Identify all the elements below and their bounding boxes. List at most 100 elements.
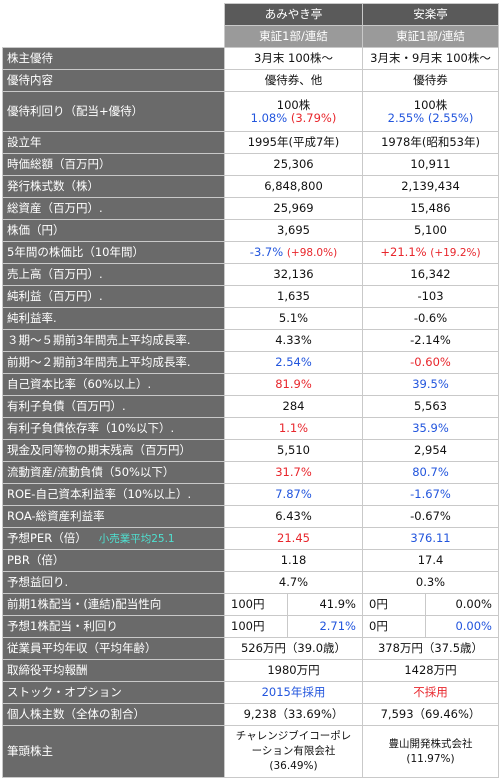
company-a-value: チャレンジブイコーポレ ーション有限会社 (36.49%) [224,725,363,778]
row-label: 売上高（百万円）. [2,263,225,286]
share-count: 100株 [276,97,311,112]
industry-average-note: 小売業平均25.1 [98,532,175,545]
table-row: 予想益回り. 4.7% 0.3% [2,571,499,594]
row-label: 発行株式数（株） [2,175,225,198]
company-a-value: 81.9% [224,373,363,396]
row-label: ROA-総資産利益率 [2,505,225,528]
table-row: 前期〜２期前3年間売上平均成長率. 2.54% -0.60% [2,351,499,374]
company-a-payout-ratio: 41.9% [287,593,363,616]
row-label: 予想PER（倍） 小売業平均25.1 [2,527,225,550]
table-row: 従業員平均年収（平均年齢） 526万円（39.0歳） 378万円（37.5歳） [2,637,499,660]
company-b-value: -0.60% [362,351,499,374]
company-b-value: 2,139,434 [362,175,499,198]
company-a-value: 5.1% [224,307,363,330]
table-row: 優待利回り（配当+優待） 100株 1.08% (3.79%) 100株 2.5… [2,91,499,132]
company-a-value: 9,238（33.69%） [224,703,363,726]
table-row: ROA-総資産利益率 6.43% -0.67% [2,505,499,528]
company-b-value: 優待券 [362,69,499,92]
row-label: 従業員平均年収（平均年齢） [2,637,225,660]
row-label: 優待内容 [2,69,225,92]
company-b-value: 35.9% [362,417,499,440]
company-b-value: 376.11 [362,527,499,550]
company-b-dividend: 0円 [362,615,426,638]
company-a-value: 100株 1.08% (3.79%) [224,91,363,132]
row-label: 有利子負債依存率（10%以下）. [2,417,225,440]
shareholder-ratio: (11.97%) [406,752,455,765]
table-row: 取締役平均報酬 1980万円 1428万円 [2,659,499,682]
company-a-value: 31.7% [224,461,363,484]
company-b-value: 10,911 [362,153,499,176]
table-row: 有利子負債依存率（10%以下）. 1.1% 35.9% [2,417,499,440]
table-row: 5年間の株価比（10年間） -3.7% (+98.0%) +21.1% (+19… [2,241,499,264]
row-label: 前期1株配当・(連結)配当性向 [2,593,225,616]
ten-year-change: (+19.2%) [430,246,481,259]
company-b-value: 15,486 [362,197,499,220]
company-a-value: 21.45 [224,527,363,550]
company-b-value: 1978年(昭和53年) [362,131,499,154]
company-b-value: 17.4 [362,549,499,572]
company-a-market: 東証1部/連結 [224,25,363,48]
table-row: 総資産（百万円）. 25,969 15,486 [2,197,499,220]
row-label: 個人株主数（全体の割合） [2,703,225,726]
company-a-value: 優待券、他 [224,69,363,92]
row-label: 予想益回り. [2,571,225,594]
table-row: 優待内容 優待券、他 優待券 [2,69,499,92]
table-row: 売上高（百万円）. 32,136 16,342 [2,263,499,286]
table-row: 有利子負債（百万円）. 284 5,563 [2,395,499,418]
table-row: 予想PER（倍） 小売業平均25.1 21.45 376.11 [2,527,499,550]
company-b-value: 不採用 [362,681,499,704]
table-row: 筆頭株主 チャレンジブイコーポレ ーション有限会社 (36.49%) 豊山開発株… [2,725,499,778]
company-b-value: 1428万円 [362,659,499,682]
table-row: 流動資産/流動負債（50%以下） 31.7% 80.7% [2,461,499,484]
row-label: 流動資産/流動負債（50%以下） [2,461,225,484]
company-b-value: -0.6% [362,307,499,330]
table-row: 個人株主数（全体の割合） 9,238（33.69%） 7,593（69.46%） [2,703,499,726]
company-a-value: 1,635 [224,285,363,308]
company-b-value: 0.3% [362,571,499,594]
yield-value: 1.08% [250,110,288,125]
table-row: 株主優待 3月末 100株〜 3月末・9月末 100株〜 [2,47,499,70]
row-label: 株主優待 [2,47,225,70]
company-a-dividend: 100円 [224,615,288,638]
company-a-value: 5,510 [224,439,363,462]
yield-value: 2.55% [387,110,425,125]
row-label: 優待利回り（配当+優待） [2,91,225,132]
row-label: ３期〜５期前3年間売上平均成長率. [2,329,225,352]
company-a-value: 1980万円 [224,659,363,682]
company-b-name: 安楽亭 [362,3,499,26]
table-row: 時価総額（百万円） 25,306 10,911 [2,153,499,176]
company-b-value: 5,100 [362,219,499,242]
row-label: 現金及同等物の期末残高（百万円） [2,439,225,462]
table-row: 前期1株配当・(連結)配当性向 100円 41.9% 0円 0.00% [2,593,499,616]
company-a-name: あみやき亭 [224,3,363,26]
company-b-value: 豊山開発株式会社 (11.97%) [362,725,499,778]
company-a-value: 2.54% [224,351,363,374]
table-row: 純利益（百万円）. 1,635 -103 [2,285,499,308]
row-label-text: 予想PER（倍） [7,530,87,545]
company-b-yield: 0.00% [425,615,499,638]
company-a-value: 3月末 100株〜 [224,47,363,70]
row-label: 株価（円） [2,219,225,242]
company-a-value: 6,848,800 [224,175,363,198]
table-row: 株価（円） 3,695 5,100 [2,219,499,242]
company-b-value: 3月末・9月末 100株〜 [362,47,499,70]
company-a-value: 25,306 [224,153,363,176]
company-b-value: +21.1% (+19.2%) [362,241,499,264]
five-year-change: +21.1% [380,244,427,259]
company-b-value: -1.67% [362,483,499,506]
share-count: 100株 [413,97,448,112]
table-row: 現金及同等物の期末残高（百万円） 5,510 2,954 [2,439,499,462]
company-a-value: -3.7% (+98.0%) [224,241,363,264]
row-label: 自己資本比率（60%以上）. [2,373,225,396]
company-b-value: -2.14% [362,329,499,352]
shareholder-name-line2: ーション有限会社 [251,745,336,757]
shareholder-ratio: (36.49%) [269,760,318,772]
company-b-value: 5,563 [362,395,499,418]
yield-with-benefit: (2.55%) [427,110,474,125]
row-label: 取締役平均報酬 [2,659,225,682]
corner-blank [2,25,225,48]
company-b-value: 2,954 [362,439,499,462]
company-a-value: 284 [224,395,363,418]
company-a-value: 4.7% [224,571,363,594]
company-b-value: -0.67% [362,505,499,528]
